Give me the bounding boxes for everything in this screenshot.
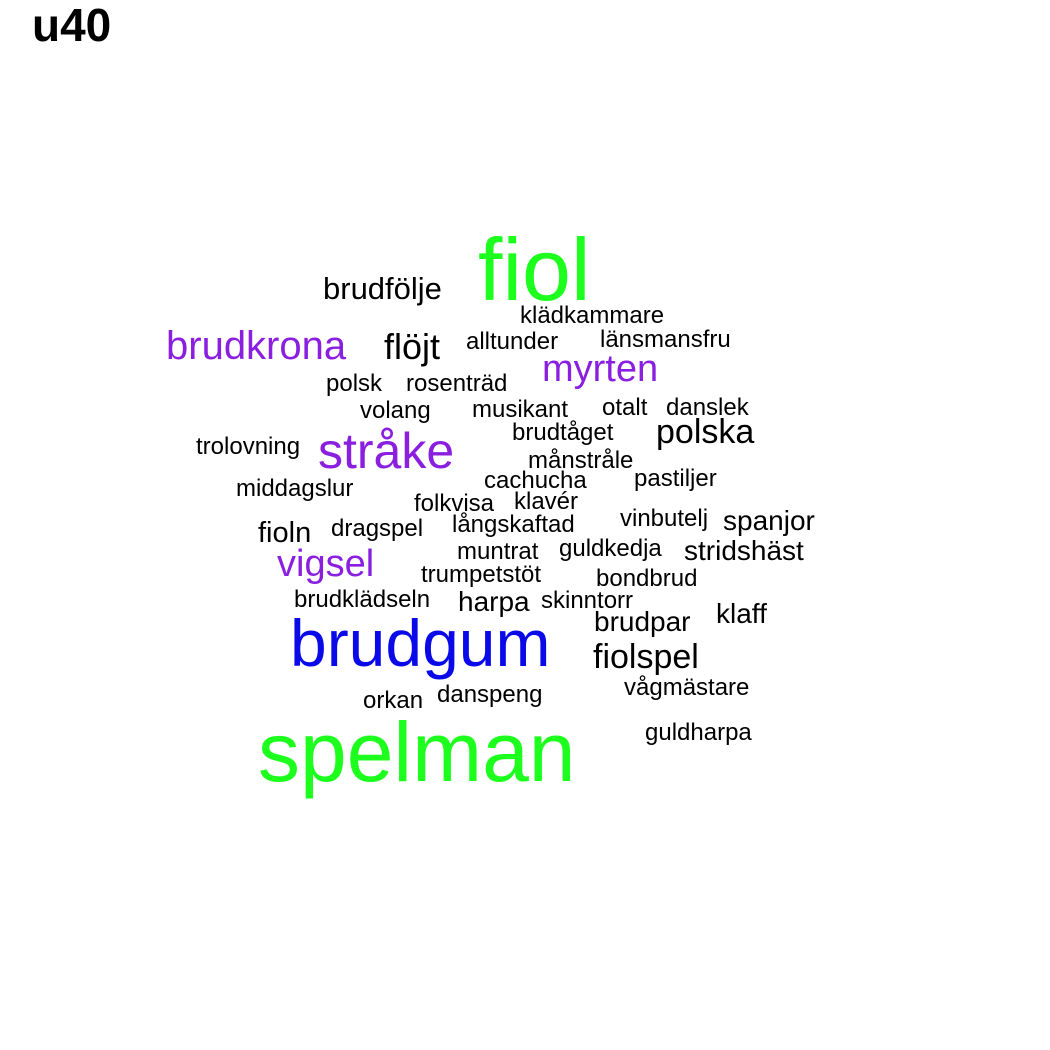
cloud-word: länsmansfru: [600, 326, 731, 353]
cloud-word: danslek: [666, 394, 749, 421]
cloud-word: polsk: [326, 370, 383, 397]
cloud-word: brudpar: [594, 606, 691, 637]
cloud-word: spelman: [258, 705, 576, 799]
cloud-word: rosenträd: [406, 370, 508, 397]
cloud-word: middagslur: [236, 475, 354, 502]
cloud-word: musikant: [472, 396, 569, 423]
cloud-word: guldkedja: [559, 535, 662, 562]
cloud-word: vinbutelj: [620, 505, 709, 532]
cloud-word: fioln: [258, 517, 312, 549]
cloud-word: brudgum: [290, 606, 551, 680]
cloud-word: danspeng: [437, 681, 543, 708]
cloud-word: flöjt: [384, 326, 441, 367]
cloud-word: fiolspel: [593, 638, 699, 676]
cloud-word: stråke: [318, 423, 455, 479]
cloud-word: dragspel: [331, 515, 424, 542]
cloud-word: vågmästare: [624, 674, 750, 701]
cloud-word: myrten: [542, 348, 659, 390]
cloud-word: klädkammare: [520, 302, 665, 329]
cloud-word: bondbrud: [596, 565, 698, 592]
cloud-word: pastiljer: [634, 465, 717, 492]
cloud-word: alltunder: [466, 328, 559, 355]
cloud-word: brudkrona: [166, 324, 347, 368]
cloud-word: brudfölje: [323, 271, 442, 306]
cloud-word: skinntorr: [541, 587, 634, 614]
cloud-word: fiol: [478, 220, 591, 319]
cloud-word: muntrat: [457, 538, 539, 565]
cloud-word: spanjor: [723, 505, 815, 536]
cloud-word: stridshäst: [684, 535, 804, 566]
cloud-word: polska: [656, 413, 755, 451]
cloud-word: folkvisa: [414, 490, 495, 517]
cloud-word: vigsel: [277, 543, 375, 585]
cloud-word: klaff: [716, 598, 767, 629]
cloud-word: trumpetstöt: [421, 561, 542, 588]
page-title: u40: [32, 0, 112, 51]
cloud-word: klavér: [514, 488, 579, 515]
cloud-word: volang: [360, 397, 431, 424]
cloud-word: långskaftad: [452, 511, 575, 538]
cloud-word: trolovning: [196, 433, 301, 460]
cloud-word: harpa: [458, 586, 530, 617]
cloud-word: brudtåget: [512, 419, 614, 446]
cloud-word: cachucha: [484, 467, 587, 494]
cloud-word: orkan: [363, 687, 424, 714]
cloud-word: brudklädseln: [294, 586, 431, 613]
cloud-word: otalt: [602, 394, 648, 421]
cloud-word: månstråle: [528, 447, 634, 474]
cloud-word: guldharpa: [645, 719, 752, 746]
